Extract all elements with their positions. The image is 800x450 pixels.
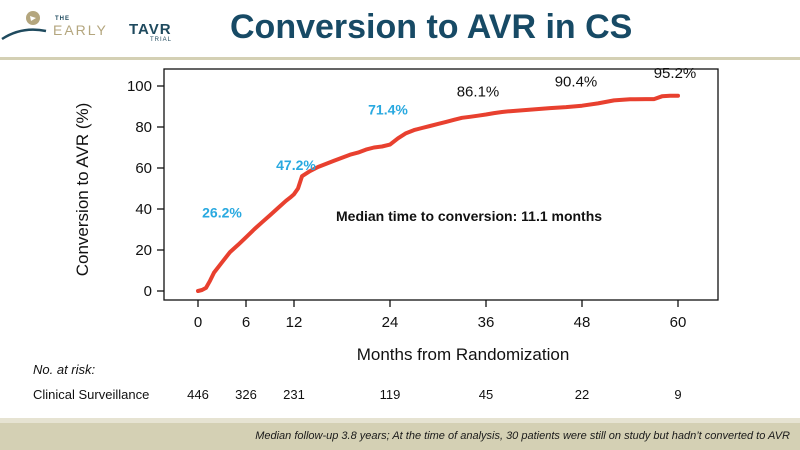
risk-row-label: Clinical Surveillance [33, 387, 150, 402]
value-annotation: 26.2% [202, 204, 242, 220]
y-axis: 0 20 40 60 80 100 [127, 78, 164, 300]
y-tick-label: 40 [135, 201, 152, 218]
risk-table-header: No. at risk: [33, 362, 96, 377]
trial-logo: THE EARLY TAVR TRIAL [0, 6, 200, 48]
value-annotation: 95.2% [654, 65, 697, 82]
risk-value: 231 [283, 387, 305, 402]
footer-bar: Median follow-up 3.8 years; At the time … [0, 418, 800, 450]
x-tick-label: 36 [478, 314, 495, 331]
y-tick-label: 80 [135, 119, 152, 136]
plot-frame [163, 68, 719, 301]
risk-value: 119 [379, 387, 401, 402]
risk-value: 9 [674, 387, 682, 402]
x-axis-label: Months from Randomization [357, 345, 570, 360]
median-annotation: Median time to conversion: 11.1 months [336, 208, 602, 224]
y-tick-label: 60 [135, 160, 152, 177]
y-tick-label: 100 [127, 78, 152, 95]
logo-emblem-icon [1, 11, 47, 41]
x-tick-label: 60 [670, 314, 687, 331]
risk-value: 22 [574, 387, 590, 402]
y-axis-label: Conversion to AVR (%) [73, 103, 92, 277]
x-tick-label: 6 [242, 314, 250, 331]
x-tick-label: 0 [194, 314, 202, 331]
value-annotation: 47.2% [276, 157, 316, 173]
risk-value: 446 [187, 387, 209, 402]
logo-the: THE [55, 16, 70, 22]
logo-tavr: TAVR [129, 21, 172, 38]
risk-value: 326 [235, 387, 257, 402]
logo-early: EARLY [53, 22, 108, 38]
value-annotation: 71.4% [368, 102, 408, 118]
title-divider [0, 57, 800, 60]
conversion-curve [196, 93, 680, 293]
y-tick-label: 0 [144, 283, 152, 300]
x-tick-label: 12 [286, 314, 303, 331]
logo-trial: TRIAL [150, 37, 173, 43]
x-tick-label: 24 [382, 314, 399, 331]
y-tick-label: 20 [135, 242, 152, 259]
footer-band [0, 418, 800, 423]
risk-value: 45 [478, 387, 494, 402]
annotations: 26.2% 47.2% 71.4% 86.1% 90.4% 95.2% [202, 65, 696, 220]
slide-title: Conversion to AVR in CS [230, 8, 633, 46]
km-chart: 0 20 40 60 80 100 0 6 12 24 36 48 60 26.2% 47.2% 71.4… [73, 65, 719, 360]
footer-note: Median follow-up 3.8 years; At the time … [255, 430, 790, 442]
x-axis: 0 6 12 24 36 48 60 [194, 300, 687, 331]
value-annotation: 90.4% [555, 74, 598, 91]
value-annotation: 86.1% [457, 83, 500, 100]
x-tick-label: 48 [574, 314, 591, 331]
